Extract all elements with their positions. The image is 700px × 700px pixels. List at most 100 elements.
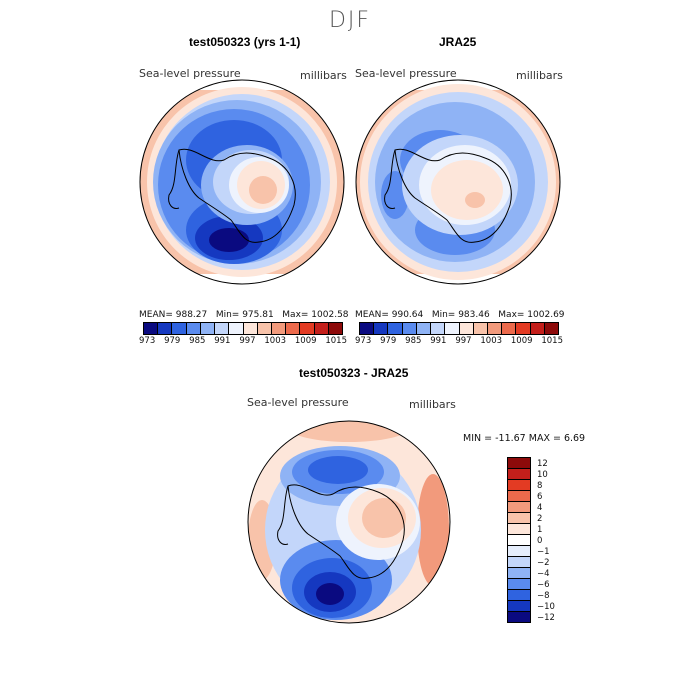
colorbar-swatch [473,323,488,334]
colorbar-swatch [388,323,403,334]
colorbar-swatch [314,323,329,334]
panel-diff-units: millibars [409,398,456,411]
cbar-left-tick: 979 [164,336,181,346]
colorbar-swatch [508,535,530,546]
colorbar-swatch [374,323,389,334]
colorbar-swatch [200,323,216,334]
panel-left-max: Max= 1002.58 [282,310,349,320]
map-diff [247,420,451,624]
panel-left-title: test050323 (yrs 1-1) [189,35,301,49]
colorbar-swatch [544,323,559,334]
panel-right-variable: Sea-level pressure [355,67,457,80]
colorbar-swatch [402,323,417,334]
colorbar-swatch [508,469,530,480]
cbar-diff-label: 0 [537,536,543,546]
colorbar-diff [507,457,531,623]
cbar-right-tick: 991 [430,336,447,346]
colorbar-swatch [508,491,530,502]
cbar-right-tick: 1003 [480,336,503,346]
colorbar-swatch [300,323,315,334]
cbar-diff-label: −12 [537,612,555,623]
cbar-diff-label: 6 [537,492,543,503]
panel-left-units: millibars [300,69,347,82]
panel-diff-variable: Sea-level pressure [247,396,349,409]
colorbar-swatch [487,323,503,334]
map-right [355,79,561,285]
panel-diff-minmax: MIN = -11.67 MAX = 6.69 [463,433,586,444]
panel-right-min: Min= 983.46 [431,310,490,320]
cbar-diff-label: −6 [537,579,550,590]
cbar-diff-label: 10 [537,470,548,481]
colorbar-swatch [229,323,244,334]
colorbar-swatch [328,323,343,334]
colorbar-swatch [508,557,530,568]
cbar-diff-label: −10 [537,601,555,612]
colorbar-right-ticks: 973 979 985 991 997 1003 1009 1015 [355,336,563,346]
colorbar-swatch [508,612,530,622]
cbar-diff-label: 1 [537,525,543,536]
colorbar-swatch [243,323,258,334]
colorbar-swatch [508,513,530,524]
colorbar-swatch [508,601,530,612]
colorbar-swatch [508,480,530,491]
colorbar-swatch [416,323,432,334]
cbar-left-tick: 985 [189,336,206,346]
cbar-left-tick: 1003 [264,336,287,346]
colorbar-swatch [431,323,446,334]
colorbar-swatch [158,323,173,334]
panel-right-max: Max= 1002.69 [498,310,565,320]
colorbar-swatch [508,568,530,579]
colorbar-left [143,322,343,335]
cbar-diff-label: 8 [537,481,543,492]
figure-title: DJF [328,8,372,33]
colorbar-swatch [257,323,272,334]
colorbar-left-ticks: 973 979 985 991 997 1003 1009 1015 [139,336,347,346]
colorbar-swatch [286,323,301,334]
colorbar-swatch [445,323,460,334]
cbar-right-tick: 997 [455,336,472,346]
cbar-diff-label: −1 [537,546,550,557]
colorbar-swatch [508,524,530,535]
cbar-left-tick: 1015 [325,336,347,346]
panel-left-variable: Sea-level pressure [139,67,241,80]
map-left [139,79,345,285]
colorbar-swatch [271,323,287,334]
panel-left-mean: MEAN= 988.27 [139,310,208,320]
colorbar-swatch [215,323,230,334]
colorbar-swatch [508,579,530,590]
colorbar-right [359,322,559,335]
cbar-diff-label: −8 [537,590,550,601]
colorbar-swatch [144,323,159,334]
colorbar-swatch [360,323,375,334]
cbar-right-tick: 1009 [510,336,533,346]
panel-diff-title: test050323 - JRA25 [299,366,409,380]
cbar-diff-label: 12 [537,459,548,470]
cbar-diff-label: 2 [537,514,543,525]
cbar-diff-label: −2 [537,557,550,568]
cbar-right-tick: 979 [380,336,397,346]
panel-right-mean: MEAN= 990.64 [355,310,424,320]
colorbar-swatch [508,546,530,557]
colorbar-swatch [502,323,517,334]
panel-right-units: millibars [516,69,563,82]
cbar-left-tick: 991 [214,336,231,346]
cbar-right-tick: 1015 [541,336,563,346]
panel-right-title: JRA25 [439,35,477,49]
panel-left-min: Min= 975.81 [215,310,274,320]
cbar-left-tick: 997 [239,336,256,346]
cbar-left-tick: 1009 [294,336,317,346]
cbar-right-tick: 973 [355,336,372,346]
colorbar-diff-labels: 12 10 8 6 4 2 1 0 −1 −2 −4 −6 −8 −10 −12 [537,457,577,623]
colorbar-swatch [186,323,201,334]
cbar-diff-label: −4 [537,568,550,579]
colorbar-swatch [508,458,530,469]
cbar-right-tick: 985 [405,336,422,346]
colorbar-swatch [172,323,187,334]
cbar-left-tick: 973 [139,336,156,346]
colorbar-swatch [516,323,531,334]
colorbar-swatch [508,502,530,513]
cbar-diff-label: 4 [537,503,543,514]
colorbar-swatch [459,323,474,334]
colorbar-swatch [508,590,530,601]
colorbar-swatch [530,323,545,334]
